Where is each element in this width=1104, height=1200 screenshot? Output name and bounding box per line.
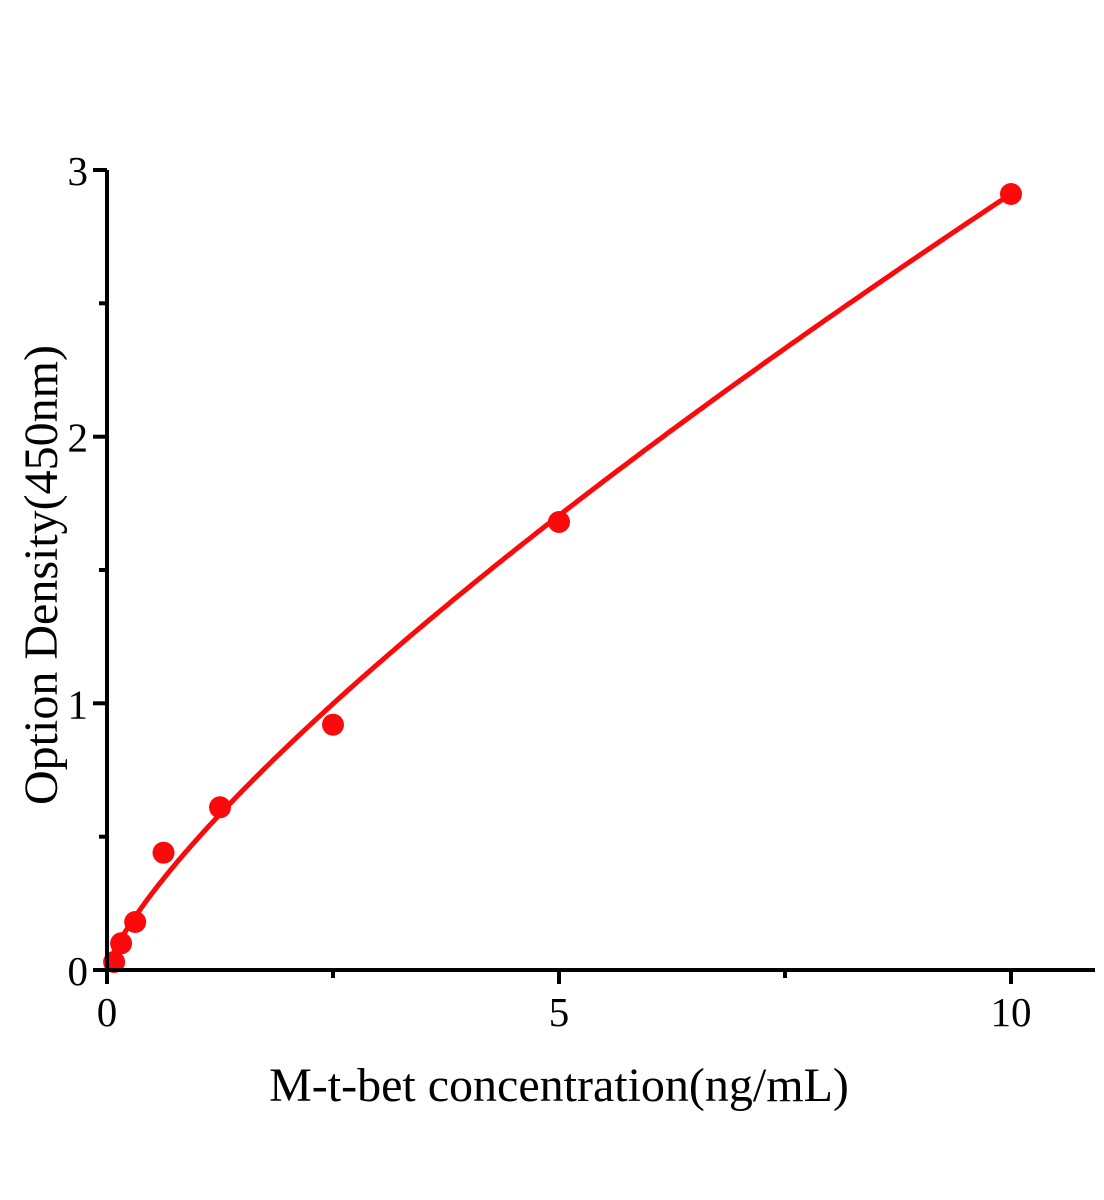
data-point xyxy=(110,932,133,955)
y-tick-label: 0 xyxy=(68,948,89,994)
y-tick-label: 1 xyxy=(68,681,89,727)
data-point xyxy=(1000,183,1022,205)
x-tick-label: 10 xyxy=(991,989,1032,1035)
x-axis-title: M-t-bet concentration(ng/mL) xyxy=(269,1059,849,1112)
x-tick-label: 5 xyxy=(549,989,570,1035)
data-point xyxy=(548,511,570,533)
y-tick-label: 3 xyxy=(68,148,89,194)
data-point xyxy=(152,841,175,864)
y-axis-title: Option Density(450nm) xyxy=(15,345,68,805)
data-point xyxy=(322,713,344,736)
data-point xyxy=(209,796,231,819)
x-tick-label: 0 xyxy=(97,989,118,1035)
fit-curve xyxy=(104,191,1014,973)
data-point xyxy=(124,911,147,933)
y-tick-label: 2 xyxy=(68,415,89,461)
